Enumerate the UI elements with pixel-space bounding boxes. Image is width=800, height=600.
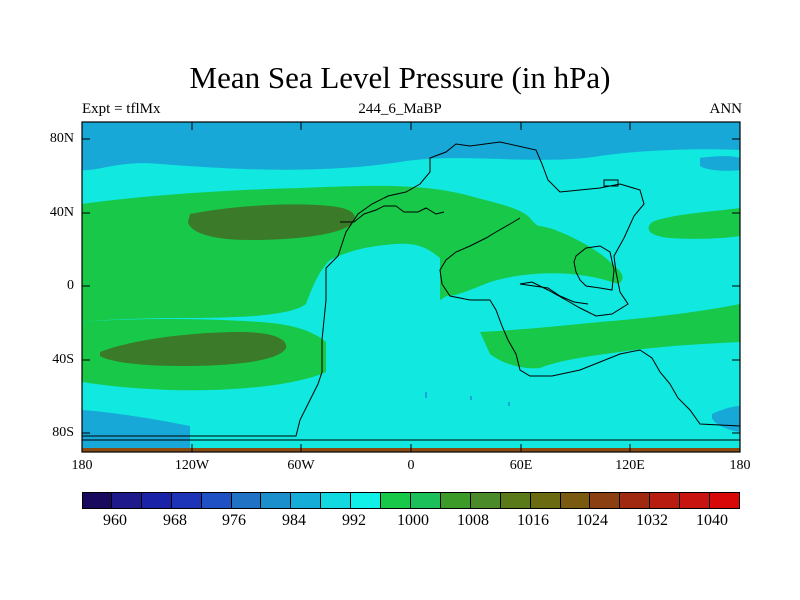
colorbar-box-8 [321,492,352,509]
colorbar-box-3 [171,492,202,509]
colorbar-box-5 [231,492,262,509]
colorbar-box-13 [470,492,501,509]
colorbar-box-21 [710,492,740,509]
lat-label-40n: 40N [49,205,74,220]
island-outline [603,179,619,187]
colorbar-label-992: 992 [342,512,366,529]
south-pacific-high-core [100,332,287,366]
colorbar-box-4 [201,492,232,509]
lon-label-120e: 120E [615,458,645,473]
lat-label-40s: 40S [52,352,74,367]
colorbar-box-15 [530,492,561,509]
contour-fill [82,122,740,452]
age-label: 244_6_MaBP [358,101,442,117]
lat-ticks [82,138,740,434]
colorbar [82,492,740,509]
pacific-east-low-region [700,156,740,171]
arctic-low-region [82,122,740,171]
colorbar-label-1008: 1008 [457,512,489,529]
colorbar-box-12 [440,492,471,509]
colorbar-box-10 [381,492,411,509]
colorbar-label-1024: 1024 [576,512,608,529]
west-pacific-high-region [648,208,740,239]
lon-label-60w: 60W [287,458,315,473]
colorbar-label-960: 960 [103,512,127,529]
main-continent-outline [82,141,645,437]
speck-2 [470,396,472,400]
colorbar-box-14 [500,492,531,509]
north-pacific-high-core [188,204,355,240]
inner-coast-outline [340,205,445,223]
colorbar-label-976: 976 [222,512,246,529]
colorbar-label-1040: 1040 [696,512,728,529]
season-label: ANN [709,101,743,117]
chart-title: Mean Sea Level Pressure (in hPa) [189,60,611,95]
lat-label-80s: 80S [52,425,74,440]
lon-label-180e: 180 [729,458,751,473]
speck-3 [508,402,510,406]
colorbar-box-11 [410,492,441,509]
southern-continent-outline [81,217,741,441]
lat-label-0: 0 [67,278,74,293]
colorbar-box-1 [111,492,142,509]
indian-ocean-high-region [480,304,740,369]
southern-ocean-low-west [82,410,190,452]
colorbar-label-984: 984 [282,512,306,529]
lon-label-120w: 120W [174,458,210,473]
colorbar-box-20 [680,492,711,509]
colorbar-label-1000: 1000 [397,512,429,529]
colorbar-box-6 [261,492,292,509]
inland-sea-outline [573,245,615,291]
lon-label-60e: 60E [509,458,533,473]
colorbar-box-17 [590,492,621,509]
colorbar-box-9 [351,492,382,509]
colorbar-box-2 [141,492,172,509]
colorbar-label-1032: 1032 [636,512,668,529]
colorbar-box-16 [560,492,591,509]
colorbar-box-7 [291,492,322,509]
colorbar-box-19 [650,492,681,509]
colorbar-box-0 [82,492,112,509]
speck-1 [425,392,427,398]
lon-label-180w: 180 [71,458,93,473]
lon-ticks [81,122,741,452]
colorbar-label-968: 968 [163,512,187,529]
experiment-label: Expt = tflMx [82,101,161,117]
colorbar-box-18 [620,492,651,509]
eurasia-high-region [448,224,623,296]
lon-label-0: 0 [407,458,415,473]
coastlines [81,141,741,441]
colorbar-label-1016: 1016 [517,512,549,529]
lat-label-80n: 80N [49,131,74,146]
